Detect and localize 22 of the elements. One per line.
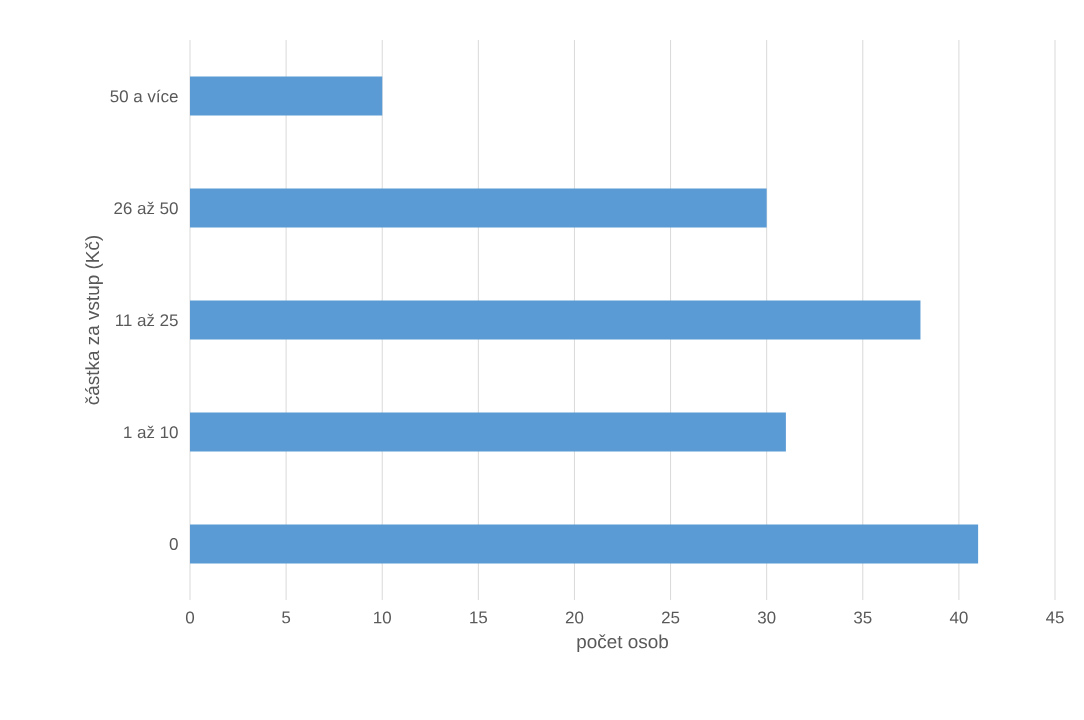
x-tick-label: 40 [949, 611, 968, 624]
y-tick-label: 11 až 25 [116, 313, 178, 327]
bar [190, 412, 786, 452]
x-tick-label: 5 [282, 611, 291, 624]
bar [190, 300, 921, 340]
x-tick-label: 25 [662, 611, 680, 624]
x-tick-label: 35 [854, 611, 872, 624]
x-tick-label: 10 [374, 611, 391, 624]
y-tick-label: 1 až 10 [124, 425, 178, 439]
bar [190, 524, 979, 564]
x-tick-label: 45 [1045, 611, 1064, 624]
x-axis-title: počet osob [577, 634, 668, 653]
x-tick-label: 30 [757, 611, 776, 624]
x-tick-label: 20 [565, 611, 584, 624]
bar [190, 76, 383, 116]
x-tick-label: 0 [185, 611, 195, 624]
bar [190, 188, 767, 228]
y-tick-label: 50 a více [110, 89, 178, 103]
x-tick-label: 15 [470, 611, 488, 624]
y-axis-title: částka za vstup (Kč) [85, 235, 103, 405]
y-tick-label: 0 [169, 538, 178, 551]
y-tick-label: 26 až 50 [114, 201, 178, 215]
